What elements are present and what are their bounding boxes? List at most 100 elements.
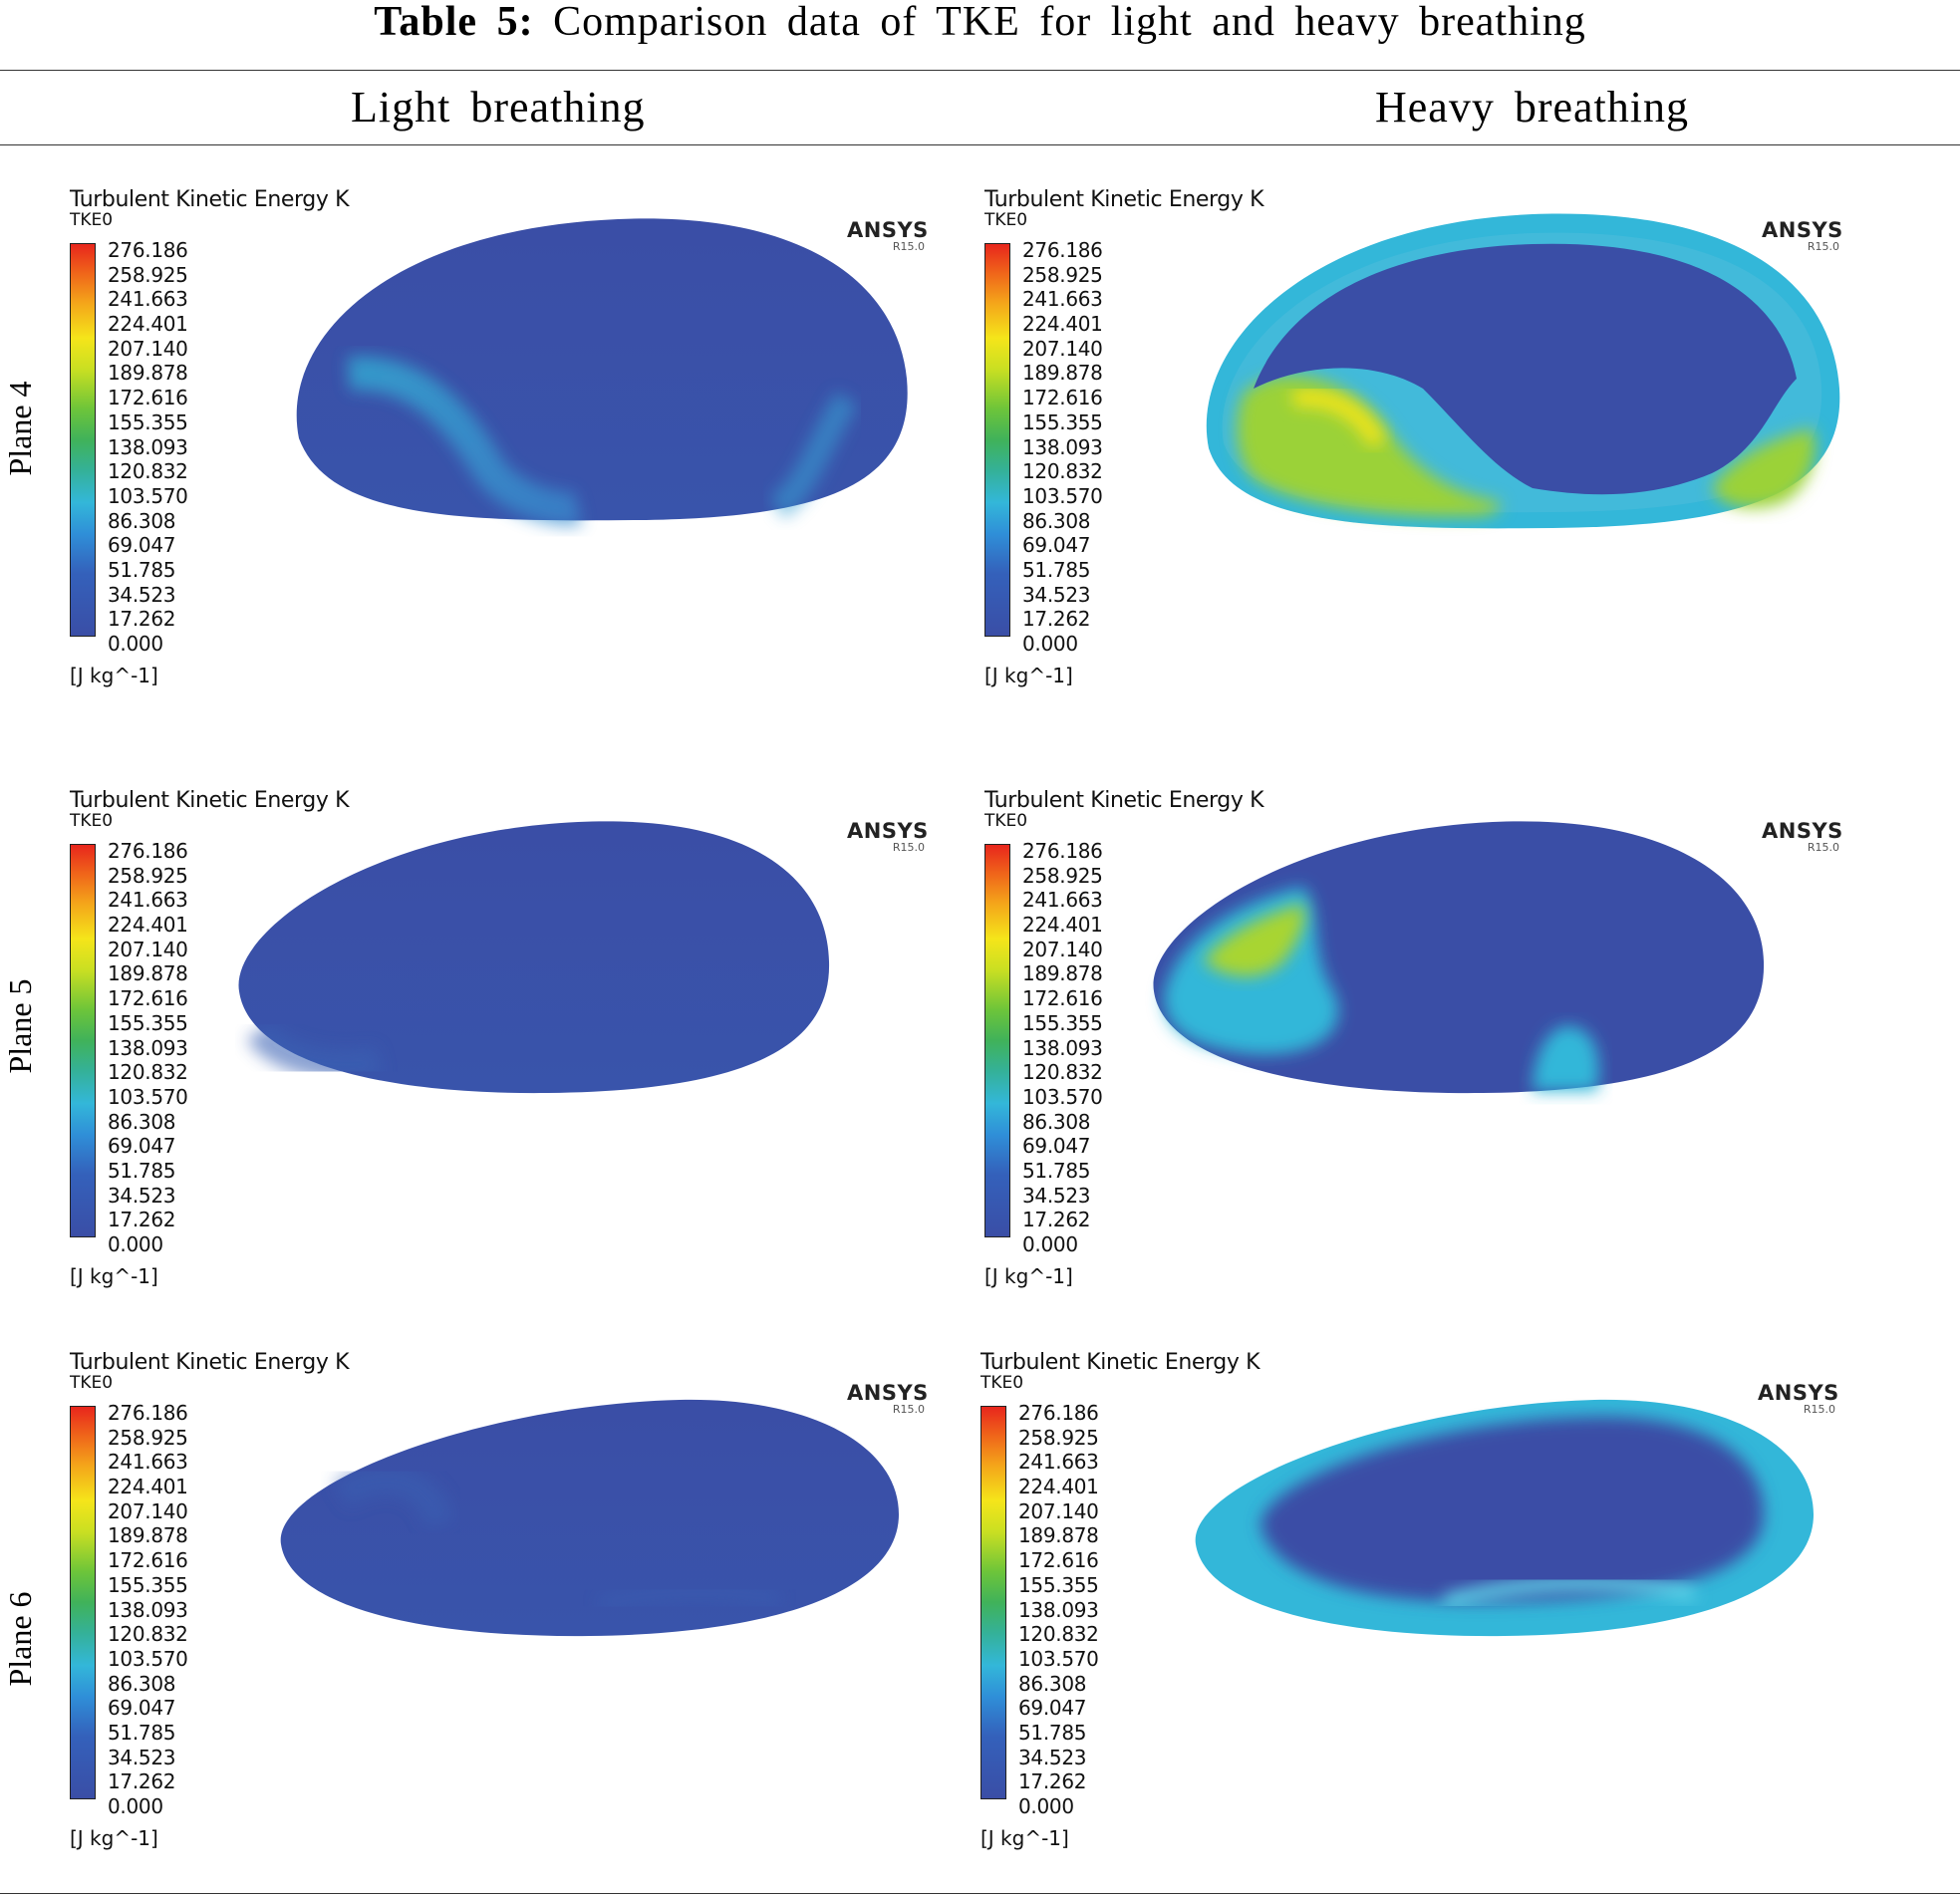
legend-tick-label: 224.401 — [1022, 312, 1103, 337]
legend-tick-label: 276.186 — [108, 1401, 188, 1425]
header-rule — [0, 144, 1960, 145]
contour-title: Turbulent Kinetic Energy K — [70, 788, 350, 813]
contour-title: Turbulent Kinetic Energy K — [70, 187, 350, 212]
legend-ticks: 276.186 258.925 241.663 224.401 207.140 189.8… — [108, 840, 217, 1257]
legend-unit: [J kg^-1] — [984, 1264, 1073, 1288]
ansys-version: R15.0 — [1803, 1403, 1835, 1416]
contour-panel-plane-5-heavy: Turbulent Kinetic Energy K TKE0 276.186 258… — [984, 790, 1901, 1328]
legend-tick-label: 69.047 — [1022, 1134, 1091, 1159]
legend-tick-label: 51.785 — [108, 557, 176, 582]
ansys-logo: ANSYS — [1758, 1381, 1839, 1405]
legend-tick-label: 258.925 — [1022, 863, 1103, 888]
contour-plot-plane-4-light — [259, 189, 957, 552]
legend-tick-label: 103.570 — [1022, 1084, 1103, 1109]
legend-tick-label: 69.047 — [1018, 1696, 1087, 1721]
bottom-rule — [0, 1893, 1960, 1894]
legend-tick-label: 241.663 — [1022, 287, 1103, 312]
ansys-version: R15.0 — [892, 841, 925, 854]
contour-plot-plane-4-heavy — [1174, 189, 1871, 552]
legend-unit: [J kg^-1] — [980, 1826, 1069, 1850]
legend-tick-label: 172.616 — [108, 386, 188, 410]
legend-tick-label: 69.047 — [1022, 533, 1091, 558]
legend-tick-label: 241.663 — [1018, 1450, 1099, 1475]
contour-variable: TKE0 — [70, 210, 114, 230]
legend-tick-label: 189.878 — [108, 1523, 188, 1548]
legend-tick-label: 189.878 — [108, 961, 188, 986]
legend-tick-label: 86.308 — [1022, 1109, 1091, 1134]
legend-tick-label: 17.262 — [1022, 1208, 1091, 1232]
legend-tick-label: 69.047 — [108, 1696, 176, 1721]
contour-panel-plane-4-light: Turbulent Kinetic Energy K TKE0 276.186 258… — [70, 189, 986, 727]
row-label-plane-5: Plane 5 — [2, 978, 38, 1074]
legend-tick-label: 258.925 — [108, 863, 188, 888]
legend-tick-label: 120.832 — [1022, 459, 1103, 484]
legend-tick-label: 51.785 — [1018, 1720, 1087, 1745]
contour-variable: TKE0 — [984, 811, 1028, 831]
table-caption: Table 5: Comparison data of TKE for ligh… — [0, 0, 1960, 44]
contour-panel-plane-5-light: Turbulent Kinetic Energy K TKE0 276.186 258… — [70, 790, 986, 1328]
legend-tick-label: 258.925 — [108, 262, 188, 287]
legend-tick-label: 17.262 — [108, 1769, 176, 1794]
legend-tick-label: 86.308 — [1018, 1671, 1087, 1696]
legend-tick-label: 138.093 — [108, 1035, 188, 1060]
legend-tick-label: 120.832 — [108, 1060, 188, 1085]
legend-tick-label: 155.355 — [1018, 1572, 1099, 1597]
legend-tick-label: 0.000 — [108, 1232, 163, 1256]
color-legend-bar — [70, 1406, 96, 1799]
legend-tick-label: 189.878 — [1018, 1523, 1099, 1548]
legend-tick-label: 0.000 — [1022, 632, 1078, 656]
color-legend-bar — [70, 243, 96, 637]
caption-label: Table 5: — [374, 0, 534, 45]
legend-tick-label: 155.355 — [108, 409, 188, 434]
contour-panel-plane-4-heavy: Turbulent Kinetic Energy K TKE0 276.186 258… — [984, 189, 1901, 727]
legend-tick-label: 172.616 — [108, 986, 188, 1011]
legend-tick-label: 224.401 — [1022, 913, 1103, 938]
legend-tick-label: 17.262 — [108, 607, 176, 632]
legend-tick-label: 155.355 — [108, 1572, 188, 1597]
row-label-plane-6: Plane 6 — [2, 1591, 38, 1687]
column-header-light: Light breathing — [351, 83, 646, 132]
legend-tick-label: 172.616 — [1022, 986, 1103, 1011]
color-legend-bar — [70, 844, 96, 1237]
legend-tick-label: 276.186 — [108, 839, 188, 863]
top-rule — [0, 70, 1960, 71]
legend-tick-label: 276.186 — [108, 238, 188, 262]
column-header-heavy: Heavy breathing — [1375, 83, 1689, 132]
legend-tick-label: 69.047 — [108, 533, 176, 558]
contour-title: Turbulent Kinetic Energy K — [70, 1350, 350, 1375]
legend-tick-label: 103.570 — [108, 1646, 188, 1671]
contour-plot-plane-5-heavy — [1134, 792, 1831, 1155]
legend-tick-label: 172.616 — [108, 1548, 188, 1573]
ansys-version: R15.0 — [1807, 240, 1839, 253]
legend-tick-label: 34.523 — [108, 1183, 176, 1208]
legend-tick-label: 207.140 — [108, 937, 188, 961]
legend-tick-label: 51.785 — [1022, 557, 1091, 582]
ansys-version: R15.0 — [892, 240, 925, 253]
legend-tick-label: 276.186 — [1022, 238, 1103, 262]
legend-tick-label: 120.832 — [108, 459, 188, 484]
ansys-logo: ANSYS — [847, 819, 929, 843]
legend-ticks: 276.186 258.925 241.663 224.401 207.140 189.8… — [108, 1402, 217, 1819]
legend-tick-label: 120.832 — [108, 1622, 188, 1647]
legend-tick-label: 51.785 — [108, 1158, 176, 1183]
legend-tick-label: 0.000 — [1018, 1794, 1074, 1818]
legend-tick-label: 103.570 — [1022, 483, 1103, 508]
legend-ticks: 276.186 258.925 241.663 224.401 207.140 189.8… — [1022, 840, 1132, 1257]
legend-tick-label: 120.832 — [1022, 1060, 1103, 1085]
contour-title: Turbulent Kinetic Energy K — [984, 788, 1264, 813]
color-legend-bar — [984, 844, 1010, 1237]
ansys-logo: ANSYS — [1762, 819, 1843, 843]
legend-tick-label: 189.878 — [1022, 361, 1103, 386]
legend-tick-label: 207.140 — [1022, 336, 1103, 361]
legend-ticks: 276.186 258.925 241.663 224.401 207.140 189.8… — [1018, 1402, 1128, 1819]
legend-tick-label: 34.523 — [108, 1745, 176, 1769]
legend-tick-label: 0.000 — [1022, 1232, 1078, 1256]
legend-unit: [J kg^-1] — [70, 1826, 158, 1850]
ansys-version: R15.0 — [1807, 841, 1839, 854]
legend-tick-label: 86.308 — [1022, 508, 1091, 533]
color-legend-bar — [980, 1406, 1006, 1799]
legend-tick-label: 17.262 — [1022, 607, 1091, 632]
legend-tick-label: 241.663 — [108, 287, 188, 312]
legend-tick-label: 155.355 — [108, 1010, 188, 1035]
color-legend-bar — [984, 243, 1010, 637]
